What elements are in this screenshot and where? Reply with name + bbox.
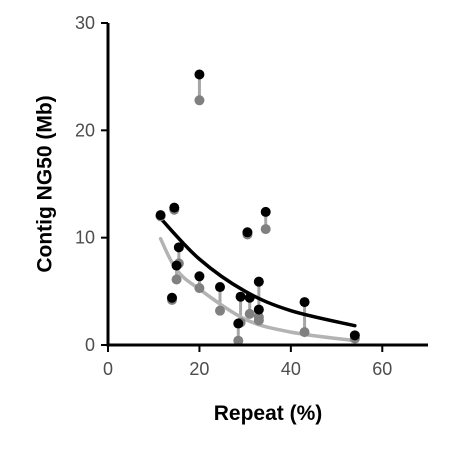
y-axis-title: Contig NG50 (Mb) <box>34 95 57 272</box>
data-point-primary <box>242 227 253 238</box>
x-axis-ticks: 0 20 40 60 <box>103 345 392 379</box>
y-axis-ticks: 0 10 20 30 <box>75 13 108 355</box>
data-point-primary <box>155 210 166 221</box>
data-point-primary <box>253 304 264 315</box>
y-tick-label: 20 <box>75 120 95 140</box>
data-point-primary <box>233 318 244 329</box>
data-point-primary <box>169 202 180 213</box>
x-axis-title: Repeat (%) <box>214 402 323 425</box>
x-tick-label: 60 <box>372 359 392 379</box>
data-point-secondary <box>233 335 244 346</box>
data-point-secondary <box>215 305 225 316</box>
data-point-primary <box>194 69 205 80</box>
data-point-primary <box>299 297 310 308</box>
x-tick-label: 20 <box>189 359 209 379</box>
data-point-secondary <box>299 327 310 338</box>
x-tick-label: 0 <box>103 359 113 379</box>
y-tick-label: 30 <box>75 13 95 33</box>
data-point-primary <box>173 242 184 253</box>
data-point-primary <box>215 282 225 293</box>
y-tick-label: 0 <box>85 335 95 355</box>
data-point-secondary <box>260 224 271 235</box>
data-point-secondary <box>253 312 264 323</box>
axes <box>106 23 428 347</box>
data-point-primary <box>235 291 246 302</box>
data-point-primary <box>194 271 205 282</box>
data-points <box>155 69 360 346</box>
data-point-secondary <box>194 95 205 106</box>
data-point-primary <box>253 276 264 287</box>
trend-line-primary <box>158 216 357 328</box>
data-point-secondary <box>244 308 255 319</box>
data-point-primary <box>260 206 271 217</box>
x-tick-label: 40 <box>281 359 301 379</box>
y-tick-label: 10 <box>75 228 95 248</box>
data-point-primary <box>244 292 255 303</box>
data-point-primary <box>349 330 360 341</box>
data-point-primary <box>171 260 182 271</box>
connector-lines <box>159 74 357 341</box>
data-point-primary <box>167 292 177 303</box>
data-point-secondary <box>194 283 205 294</box>
data-point-secondary <box>171 274 182 285</box>
